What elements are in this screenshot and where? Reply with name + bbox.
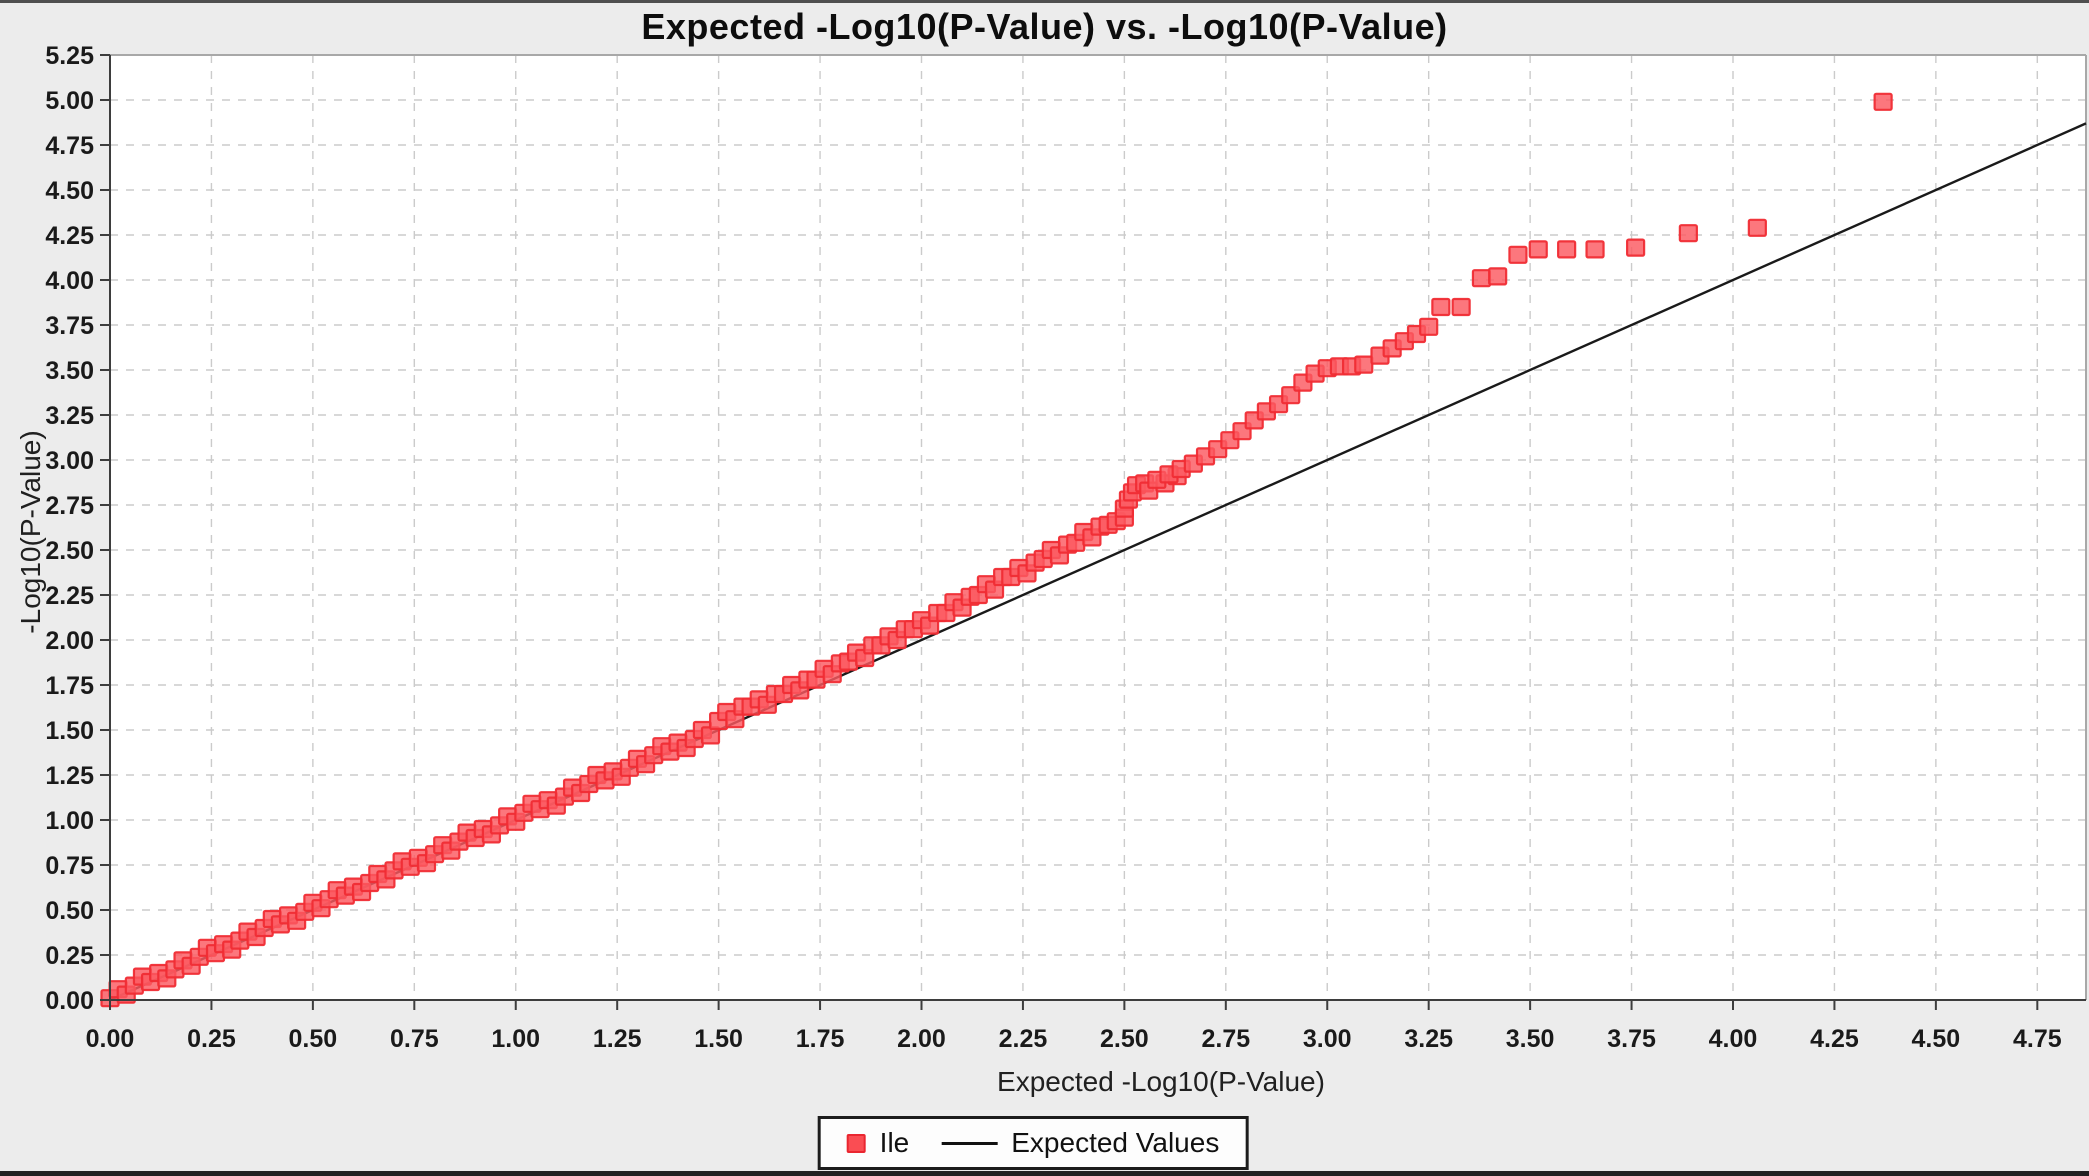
svg-text:4.75: 4.75 [45, 132, 94, 160]
axes [100, 54, 2086, 1010]
svg-text:3.50: 3.50 [1506, 1025, 1555, 1053]
svg-text:4.25: 4.25 [45, 222, 94, 250]
svg-text:2.50: 2.50 [1100, 1025, 1149, 1053]
svg-text:2.50: 2.50 [45, 537, 94, 565]
svg-text:4.00: 4.00 [1709, 1025, 1758, 1053]
y-tick-labels: 0.00 0.25 0.50 0.75 1.00 1.25 1.50 1.75 2.00 2.25… [45, 42, 94, 1015]
svg-text:1.00: 1.00 [45, 807, 94, 835]
svg-text:4.50: 4.50 [1912, 1025, 1961, 1053]
legend-label-ile: Ile [879, 1127, 910, 1158]
svg-text:5.25: 5.25 [45, 42, 94, 70]
x-tick-labels: 0.00 0.25 0.50 0.75 1.00 1.25 1.50 1.75 2.00 2.25… [86, 1025, 2062, 1053]
svg-text:3.25: 3.25 [45, 402, 94, 430]
legend: Ile Expected Values [817, 1116, 1249, 1170]
svg-text:2.75: 2.75 [1201, 1025, 1250, 1053]
top-border-strip [0, 0, 2089, 3]
svg-text:0.75: 0.75 [390, 1025, 439, 1053]
svg-text:2.25: 2.25 [999, 1025, 1048, 1053]
svg-text:1.25: 1.25 [593, 1025, 642, 1053]
svg-text:4.75: 4.75 [2013, 1025, 2062, 1053]
svg-text:3.75: 3.75 [1607, 1025, 1656, 1053]
svg-text:2.75: 2.75 [45, 492, 94, 520]
svg-text:1.75: 1.75 [796, 1025, 845, 1053]
svg-text:0.00: 0.00 [45, 987, 94, 1015]
svg-text:1.25: 1.25 [45, 762, 94, 790]
svg-text:1.50: 1.50 [694, 1025, 743, 1053]
svg-text:2.00: 2.00 [897, 1025, 946, 1053]
svg-text:4.50: 4.50 [45, 177, 94, 205]
ile-marker-swatch [846, 1133, 866, 1153]
svg-text:4.25: 4.25 [1810, 1025, 1859, 1053]
svg-text:2.00: 2.00 [45, 627, 94, 655]
legend-label-expected-values: Expected Values [1011, 1127, 1220, 1158]
svg-text:0.25: 0.25 [187, 1025, 236, 1053]
svg-text:3.00: 3.00 [45, 447, 94, 475]
ile-scatter-points [100, 92, 1893, 1008]
svg-text:0.50: 0.50 [45, 897, 94, 925]
svg-text:3.75: 3.75 [45, 312, 94, 340]
chart-title: Expected -Log10(P-Value) vs. -Log10(P-Va… [641, 6, 1448, 47]
svg-text:0.50: 0.50 [289, 1025, 338, 1053]
bottom-border-strip [0, 1171, 2089, 1176]
y-axis-title: -Log10(P-Value) [15, 430, 46, 634]
svg-text:1.50: 1.50 [45, 717, 94, 745]
expected-values-line-swatch [941, 1141, 998, 1145]
x-axis-title: Expected -Log10(P-Value) [997, 1066, 1325, 1097]
svg-text:0.00: 0.00 [86, 1025, 135, 1053]
svg-text:3.25: 3.25 [1404, 1025, 1453, 1053]
svg-text:1.00: 1.00 [491, 1025, 540, 1053]
svg-text:2.25: 2.25 [45, 582, 94, 610]
svg-text:0.25: 0.25 [45, 942, 94, 970]
svg-text:3.50: 3.50 [45, 357, 94, 385]
svg-text:3.00: 3.00 [1303, 1025, 1352, 1053]
plot-frame [110, 54, 2087, 1000]
svg-text:4.00: 4.00 [45, 267, 94, 295]
svg-text:0.75: 0.75 [45, 852, 94, 880]
svg-text:5.00: 5.00 [45, 87, 94, 115]
svg-text:1.75: 1.75 [45, 672, 94, 700]
